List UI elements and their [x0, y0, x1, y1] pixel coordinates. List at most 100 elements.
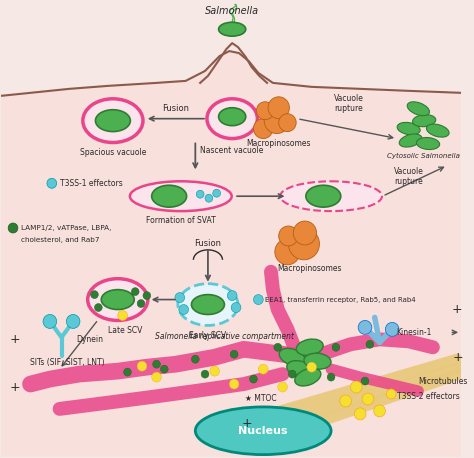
Circle shape: [205, 194, 213, 202]
Ellipse shape: [178, 284, 238, 326]
Text: Cytosolic Salmonella: Cytosolic Salmonella: [387, 153, 460, 158]
Ellipse shape: [130, 181, 232, 211]
Polygon shape: [1, 1, 461, 457]
Ellipse shape: [195, 407, 331, 455]
Polygon shape: [1, 51, 461, 457]
Circle shape: [385, 322, 399, 336]
Text: +: +: [451, 303, 462, 316]
Text: T3SS-2 effectors: T3SS-2 effectors: [397, 393, 460, 402]
Circle shape: [160, 365, 168, 373]
Circle shape: [43, 315, 57, 328]
Ellipse shape: [83, 99, 143, 142]
Circle shape: [386, 389, 396, 399]
Text: Salmonella: Salmonella: [205, 6, 259, 16]
Text: Nucleus: Nucleus: [238, 426, 288, 436]
Circle shape: [91, 291, 99, 299]
Circle shape: [362, 393, 374, 405]
Circle shape: [196, 190, 204, 198]
Circle shape: [258, 364, 268, 374]
Circle shape: [179, 305, 189, 315]
Circle shape: [350, 381, 362, 393]
Circle shape: [361, 377, 369, 385]
Circle shape: [124, 368, 131, 376]
Text: Macropinosomes: Macropinosomes: [246, 139, 311, 147]
Ellipse shape: [407, 102, 429, 116]
Circle shape: [201, 370, 209, 378]
Circle shape: [366, 340, 374, 348]
Text: +: +: [9, 333, 20, 346]
Circle shape: [213, 189, 220, 197]
Text: +: +: [242, 417, 253, 431]
Circle shape: [231, 303, 241, 312]
Circle shape: [274, 344, 282, 351]
Text: Vacuole: Vacuole: [394, 167, 424, 176]
Text: LAMP1/2, vATPase, LBPA,: LAMP1/2, vATPase, LBPA,: [21, 225, 111, 231]
Text: cholesterol, and Rab7: cholesterol, and Rab7: [21, 237, 99, 243]
Circle shape: [66, 315, 80, 328]
Text: rupture: rupture: [334, 104, 363, 113]
Text: Spacious vacuole: Spacious vacuole: [80, 148, 146, 158]
Ellipse shape: [287, 360, 313, 378]
Text: Fusion: Fusion: [194, 239, 221, 248]
Ellipse shape: [296, 339, 323, 355]
Text: Early SCV: Early SCV: [190, 332, 227, 340]
Circle shape: [131, 288, 139, 295]
Circle shape: [264, 108, 290, 134]
Text: T3SS-1 effectors: T3SS-1 effectors: [60, 179, 122, 188]
Circle shape: [327, 373, 335, 381]
Ellipse shape: [219, 108, 246, 125]
Circle shape: [268, 97, 290, 119]
Circle shape: [278, 382, 287, 392]
Ellipse shape: [399, 134, 422, 147]
Text: Microtubules: Microtubules: [418, 377, 467, 386]
Circle shape: [8, 223, 18, 233]
Text: +: +: [9, 381, 20, 393]
Text: Formation of SVAT: Formation of SVAT: [146, 216, 216, 225]
Circle shape: [279, 226, 298, 246]
Circle shape: [175, 293, 185, 303]
Ellipse shape: [280, 181, 382, 211]
Circle shape: [254, 294, 263, 305]
Circle shape: [279, 114, 296, 131]
Ellipse shape: [95, 110, 130, 131]
Circle shape: [153, 360, 160, 368]
Circle shape: [229, 379, 239, 389]
Circle shape: [254, 119, 273, 139]
Ellipse shape: [88, 279, 148, 321]
Text: +: +: [452, 351, 463, 364]
Circle shape: [275, 239, 300, 265]
Circle shape: [210, 366, 219, 376]
Text: Vacuole: Vacuole: [334, 94, 364, 103]
Circle shape: [137, 300, 145, 307]
Ellipse shape: [191, 294, 224, 315]
Ellipse shape: [279, 349, 305, 366]
Circle shape: [250, 375, 257, 383]
Text: EEA1, transferrin receptor, Rab5, and Rab4: EEA1, transferrin receptor, Rab5, and Ra…: [265, 297, 416, 303]
Text: rupture: rupture: [394, 177, 423, 186]
Circle shape: [191, 355, 199, 363]
Ellipse shape: [427, 124, 449, 137]
Circle shape: [256, 102, 274, 120]
Circle shape: [288, 228, 319, 260]
Ellipse shape: [295, 368, 321, 386]
Text: ★ MTOC: ★ MTOC: [246, 394, 277, 403]
Circle shape: [307, 362, 317, 372]
Circle shape: [228, 291, 237, 300]
Text: Salmonella replicative compartment: Salmonella replicative compartment: [155, 333, 294, 341]
Circle shape: [137, 361, 147, 371]
Text: Dynein: Dynein: [76, 335, 103, 344]
Text: Macropinosomes: Macropinosomes: [277, 264, 342, 273]
Circle shape: [288, 370, 296, 378]
Circle shape: [47, 178, 57, 188]
Circle shape: [340, 395, 351, 407]
Circle shape: [143, 292, 151, 300]
Circle shape: [230, 350, 238, 358]
Circle shape: [152, 372, 161, 382]
Circle shape: [374, 405, 385, 417]
Ellipse shape: [152, 185, 187, 207]
Ellipse shape: [101, 289, 134, 310]
Text: Fusion: Fusion: [163, 104, 190, 113]
Ellipse shape: [417, 137, 440, 150]
Text: Kinesin-1: Kinesin-1: [396, 328, 431, 337]
Text: Nascent vacuole: Nascent vacuole: [201, 146, 264, 154]
